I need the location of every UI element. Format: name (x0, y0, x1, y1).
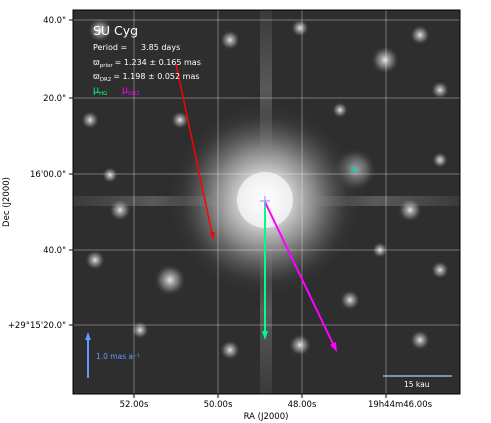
hg-motion-arrow (262, 202, 268, 340)
scale-arrow-label: 1.0 mas a⁻¹ (96, 352, 140, 361)
y-tick-label: +29°15'20.0" (8, 321, 66, 331)
svg-text:μHG: μHG (93, 85, 107, 97)
scale-bar: 15 kau (383, 375, 452, 389)
y-tick-label: 40.0" (43, 16, 66, 26)
coordinate-grid (73, 10, 460, 394)
mu-hg-sub: HG (99, 91, 107, 97)
svg-text:ϖprior= 1.234 ± 0.165 mas: ϖprior = 1.234 ± 0.165 mas (93, 58, 201, 69)
x-tick-label: 52.00s (120, 400, 149, 410)
x-tick-label: 50.00s (204, 400, 233, 410)
tick-marks (69, 19, 387, 398)
scale-bar-label: 15 kau (404, 380, 430, 389)
parallax-prior-value: = 1.234 ± 0.165 mas (115, 58, 201, 67)
background-noise (81, 18, 449, 360)
period-label: Period = (93, 43, 127, 52)
svg-text:μDR2: μDR2 (122, 85, 140, 97)
plot-frame (72, 9, 461, 395)
companion-marker (350, 166, 358, 174)
mu-hg-symbol: μ (93, 85, 99, 96)
y-axis-label: Dec (J2000) (2, 177, 12, 227)
mu-dr2-symbol: μ (122, 85, 128, 96)
y-tick-label: 16'00.0" (30, 170, 66, 180)
info-block: SU Cyg Period = 3.85 days ϖprior = 1.234 … (93, 23, 201, 97)
dr2-motion-arrow (264, 201, 337, 352)
parallax-dr2-symbol: ϖ (93, 72, 100, 81)
x-tick-labels: 52.00s 50.00s 48.00s 19h44m46.00s (120, 400, 433, 410)
parallax-dr2-value: = 1.198 ± 0.052 mas (113, 72, 199, 81)
y-tick-label: 20.0" (43, 94, 66, 104)
parallax-prior-symbol: ϖ (93, 58, 100, 67)
x-axis-label: RA (J2000) (244, 412, 289, 422)
svg-text:ϖDR2= 1.198 ± 0.052 mas: ϖDR2 = 1.198 ± 0.052 mas (93, 72, 200, 83)
red-motion-arrow (175, 63, 215, 240)
star-name: SU Cyg (93, 23, 138, 38)
target-marker (260, 196, 270, 206)
period-value: 3.85 days (141, 43, 180, 52)
x-tick-label: 48.00s (288, 400, 317, 410)
x-tick-label: 19h44m46.00s (368, 400, 433, 410)
y-tick-label: 40.0" (43, 246, 66, 256)
mu-dr2-sub: DR2 (128, 91, 140, 97)
scale-arrow: 1.0 mas a⁻¹ (85, 332, 140, 378)
y-tick-labels: 40.0" 20.0" 16'00.0" 40.0" +29°15'20.0" (8, 16, 66, 331)
parallax-prior-sub: prior (100, 63, 114, 69)
sky-image (73, 10, 460, 394)
parallax-dr2-sub: DR2 (100, 77, 112, 83)
